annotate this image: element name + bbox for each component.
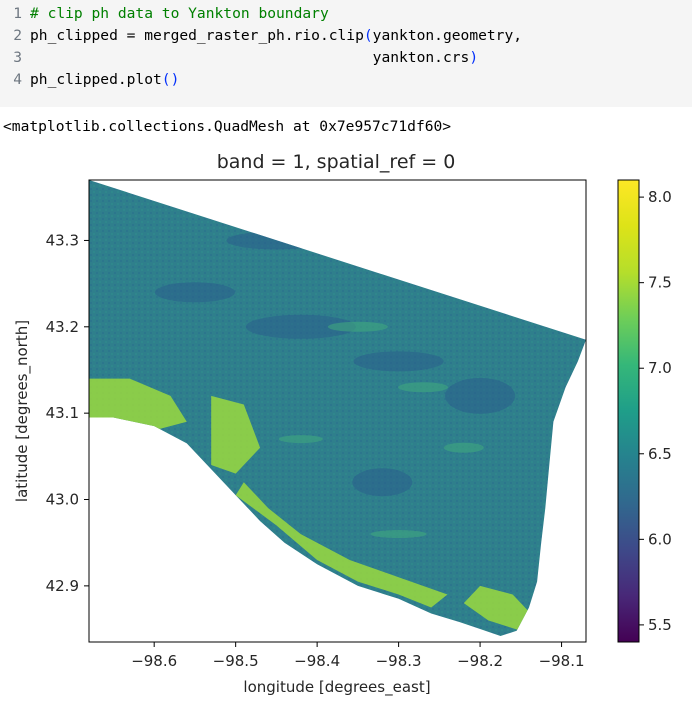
plot-figure: band = 1, spatial_ref = 0 −98.6 −98.5 −98.…	[0, 140, 692, 708]
code-token: ph_clipped.plot	[30, 71, 162, 88]
code-token: (	[363, 27, 373, 44]
code-cell[interactable]: 1 # clip ph data to Yankton boundary 2 ph_c…	[0, 0, 692, 107]
colorbar-tick-label: 7.5	[648, 274, 672, 292]
pcolormesh-plot: band = 1, spatial_ref = 0 −98.6 −98.5 −98.…	[13, 151, 672, 697]
y-axis: 42.9 43.0 43.1 43.2 43.3	[46, 231, 89, 595]
cell-output-text: <matplotlib.collections.QuadMesh at 0x7e…	[3, 118, 452, 135]
code-text[interactable]: # clip ph data to Yankton boundary	[30, 3, 329, 25]
plot-frame	[88, 179, 587, 643]
code-line[interactable]: 2 ph_clipped = merged_raster_ph.rio.clip(…	[0, 25, 692, 47]
low-ph-patch	[245, 314, 356, 339]
mid-ph-streak	[370, 530, 427, 539]
code-token: ()	[161, 71, 180, 88]
colorbar-tick-label: 8.0	[648, 188, 672, 206]
y-tick-label: 43.3	[46, 231, 79, 249]
x-axis: −98.6 −98.5 −98.4 −98.3 −98.2 −98.1	[131, 642, 585, 670]
high-ph-zone	[235, 482, 448, 608]
low-ph-patch	[154, 282, 235, 303]
high-ph-zone	[463, 585, 529, 631]
code-token: ph_clipped = merged_raster_ph.rio.clip	[30, 27, 364, 44]
x-tick-label: −98.6	[131, 652, 177, 670]
low-ph-patch	[352, 468, 413, 497]
high-ph-zone	[211, 395, 261, 474]
line-number: 2	[13, 27, 22, 44]
line-number: 1	[13, 5, 22, 22]
colorbar	[617, 179, 640, 643]
mid-ph-streak	[443, 442, 484, 453]
y-axis-label: latitude [degrees_north]	[13, 320, 32, 502]
low-ph-patch	[226, 231, 327, 250]
x-axis-label: longitude [degrees_east]	[243, 678, 430, 697]
code-token: yankton.crs	[30, 49, 470, 66]
mid-ph-streak	[278, 435, 323, 444]
line-number: 3	[13, 49, 22, 66]
x-tick-label: −98.5	[213, 652, 259, 670]
code-text[interactable]: ph_clipped = merged_raster_ph.rio.clip(y…	[30, 25, 522, 47]
x-tick-label: −98.1	[539, 652, 585, 670]
high-ph-zone	[89, 378, 187, 431]
x-tick-label: −98.3	[376, 652, 422, 670]
colorbar-tick-label: 5.5	[648, 616, 672, 634]
code-text[interactable]: yankton.crs)	[30, 47, 478, 69]
code-token: yankton.geometry,	[372, 27, 523, 44]
code-line[interactable]: 4 ph_clipped.plot()	[0, 69, 692, 91]
colorbar-axis: 5.5 6.0 6.5 7.0 7.5 8.0	[639, 188, 672, 634]
code-line[interactable]: 1 # clip ph data to Yankton boundary	[0, 3, 692, 25]
colorbar-tick-label: 6.5	[648, 445, 672, 463]
chart-title: band = 1, spatial_ref = 0	[217, 151, 456, 173]
x-tick-label: −98.4	[294, 652, 340, 670]
line-number: 4	[13, 71, 22, 88]
colorbar-tick-label: 7.0	[648, 359, 672, 377]
y-tick-label: 43.0	[46, 491, 79, 509]
mid-ph-streak	[398, 382, 449, 393]
x-tick-label: −98.2	[457, 652, 503, 670]
y-tick-label: 43.2	[46, 318, 79, 336]
mid-ph-streak	[327, 321, 388, 332]
colorbar-tick-label: 6.0	[648, 530, 672, 548]
code-text[interactable]: ph_clipped.plot()	[30, 69, 179, 91]
low-ph-patch	[445, 377, 516, 414]
low-ph-patch	[353, 351, 444, 372]
code-token: )	[469, 49, 479, 66]
code-line[interactable]: 3 yankton.crs)	[0, 47, 692, 69]
code-token: # clip ph data to Yankton boundary	[30, 5, 329, 22]
y-tick-label: 42.9	[46, 577, 79, 595]
raster-map	[89, 180, 586, 636]
y-tick-label: 43.1	[46, 404, 79, 422]
